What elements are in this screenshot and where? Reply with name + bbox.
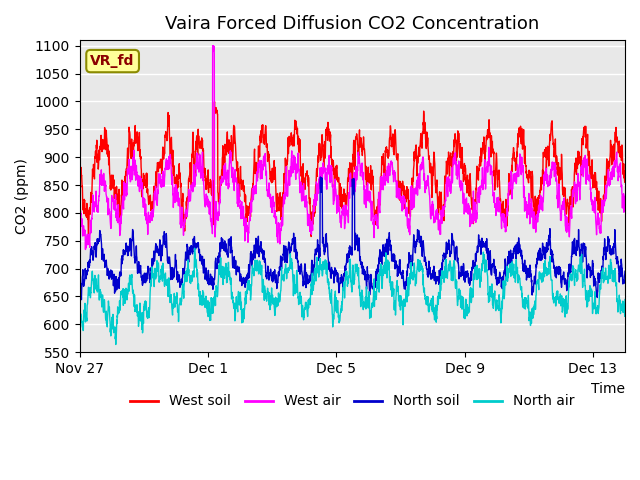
- West soil: [76, 165, 83, 170]
- Legend: West soil, West air, North soil, North air: West soil, West air, North soil, North a…: [125, 389, 580, 414]
- West soil: [307, 234, 315, 240]
- West air: [131, 161, 138, 167]
- West air: [614, 167, 621, 173]
- North soil: [614, 257, 621, 263]
- North soil: [131, 250, 138, 256]
- West soil: [385, 138, 393, 144]
- X-axis label: Time: Time: [591, 382, 625, 396]
- Title: Vaira Forced Diffusion CO2 Concentration: Vaira Forced Diffusion CO2 Concentration: [165, 15, 540, 33]
- West soil: [211, 99, 218, 105]
- North air: [385, 264, 393, 269]
- West soil: [548, 120, 556, 125]
- North air: [76, 349, 83, 355]
- West air: [385, 164, 393, 169]
- North air: [621, 297, 629, 302]
- North air: [516, 286, 524, 291]
- West air: [548, 168, 556, 174]
- North air: [248, 270, 256, 276]
- West soil: [614, 141, 621, 146]
- North soil: [317, 174, 324, 180]
- North soil: [248, 260, 256, 265]
- West air: [76, 237, 83, 242]
- North soil: [385, 230, 393, 236]
- North air: [614, 299, 621, 304]
- North air: [130, 291, 138, 297]
- North soil: [517, 253, 525, 259]
- North air: [191, 245, 198, 251]
- West air: [517, 168, 525, 173]
- North soil: [76, 279, 83, 285]
- Line: West air: West air: [79, 46, 625, 250]
- North soil: [548, 251, 556, 256]
- North air: [547, 277, 555, 283]
- North soil: [77, 297, 85, 302]
- West air: [82, 247, 90, 252]
- Line: North air: North air: [79, 248, 625, 352]
- Text: VR_fd: VR_fd: [90, 54, 135, 68]
- West soil: [621, 177, 629, 183]
- Line: West soil: West soil: [79, 102, 625, 237]
- North soil: [621, 268, 629, 274]
- West air: [248, 194, 256, 200]
- West soil: [248, 188, 256, 194]
- West air: [209, 43, 217, 48]
- West air: [621, 201, 629, 206]
- West soil: [517, 138, 525, 144]
- Y-axis label: CO2 (ppm): CO2 (ppm): [15, 158, 29, 234]
- West soil: [130, 143, 138, 149]
- Line: North soil: North soil: [79, 177, 625, 300]
